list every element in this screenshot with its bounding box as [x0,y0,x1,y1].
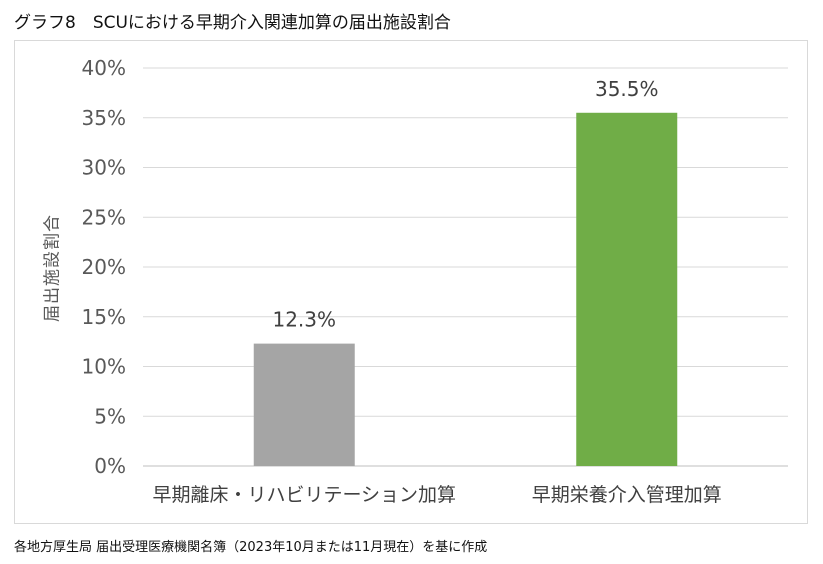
data-labels: 12.3% 35.5% [272,77,658,332]
chart-frame [14,40,808,524]
x-axis-labels: 早期離床・リハビリテーション加算 早期栄養介入管理加算 [152,484,721,506]
data-label: 12.3% [272,308,336,332]
bar [253,343,355,466]
y-axis-ticks: 0% 5% 10% 15% 20% 25% 30% 35% 40% [82,56,126,478]
y-tick-label: 25% [82,205,126,229]
x-tick-label: 早期栄養介入管理加算 [532,484,722,506]
bars [253,112,678,467]
x-tick-label: 早期離床・リハビリテーション加算 [152,484,456,506]
y-tick-label: 10% [82,355,126,379]
y-tick-label: 5% [94,404,126,428]
chart-title: グラフ8 SCUにおける早期介入関連加算の届出施設割合 [14,13,451,33]
y-tick-label: 40% [82,56,126,80]
y-tick-label: 15% [82,305,126,329]
y-tick-label: 20% [82,255,126,279]
gridlines [143,67,788,467]
bar [576,112,678,467]
data-label: 35.5% [595,77,659,101]
source-note: 各地方厚生局 届出受理医療機関名簿（2023年10月または11月現在）を基に作成 [14,540,488,555]
y-tick-label: 0% [94,454,126,478]
y-tick-label: 30% [82,156,126,180]
y-axis-label: 届出施設割合 [42,214,63,322]
y-tick-label: 35% [82,106,126,130]
